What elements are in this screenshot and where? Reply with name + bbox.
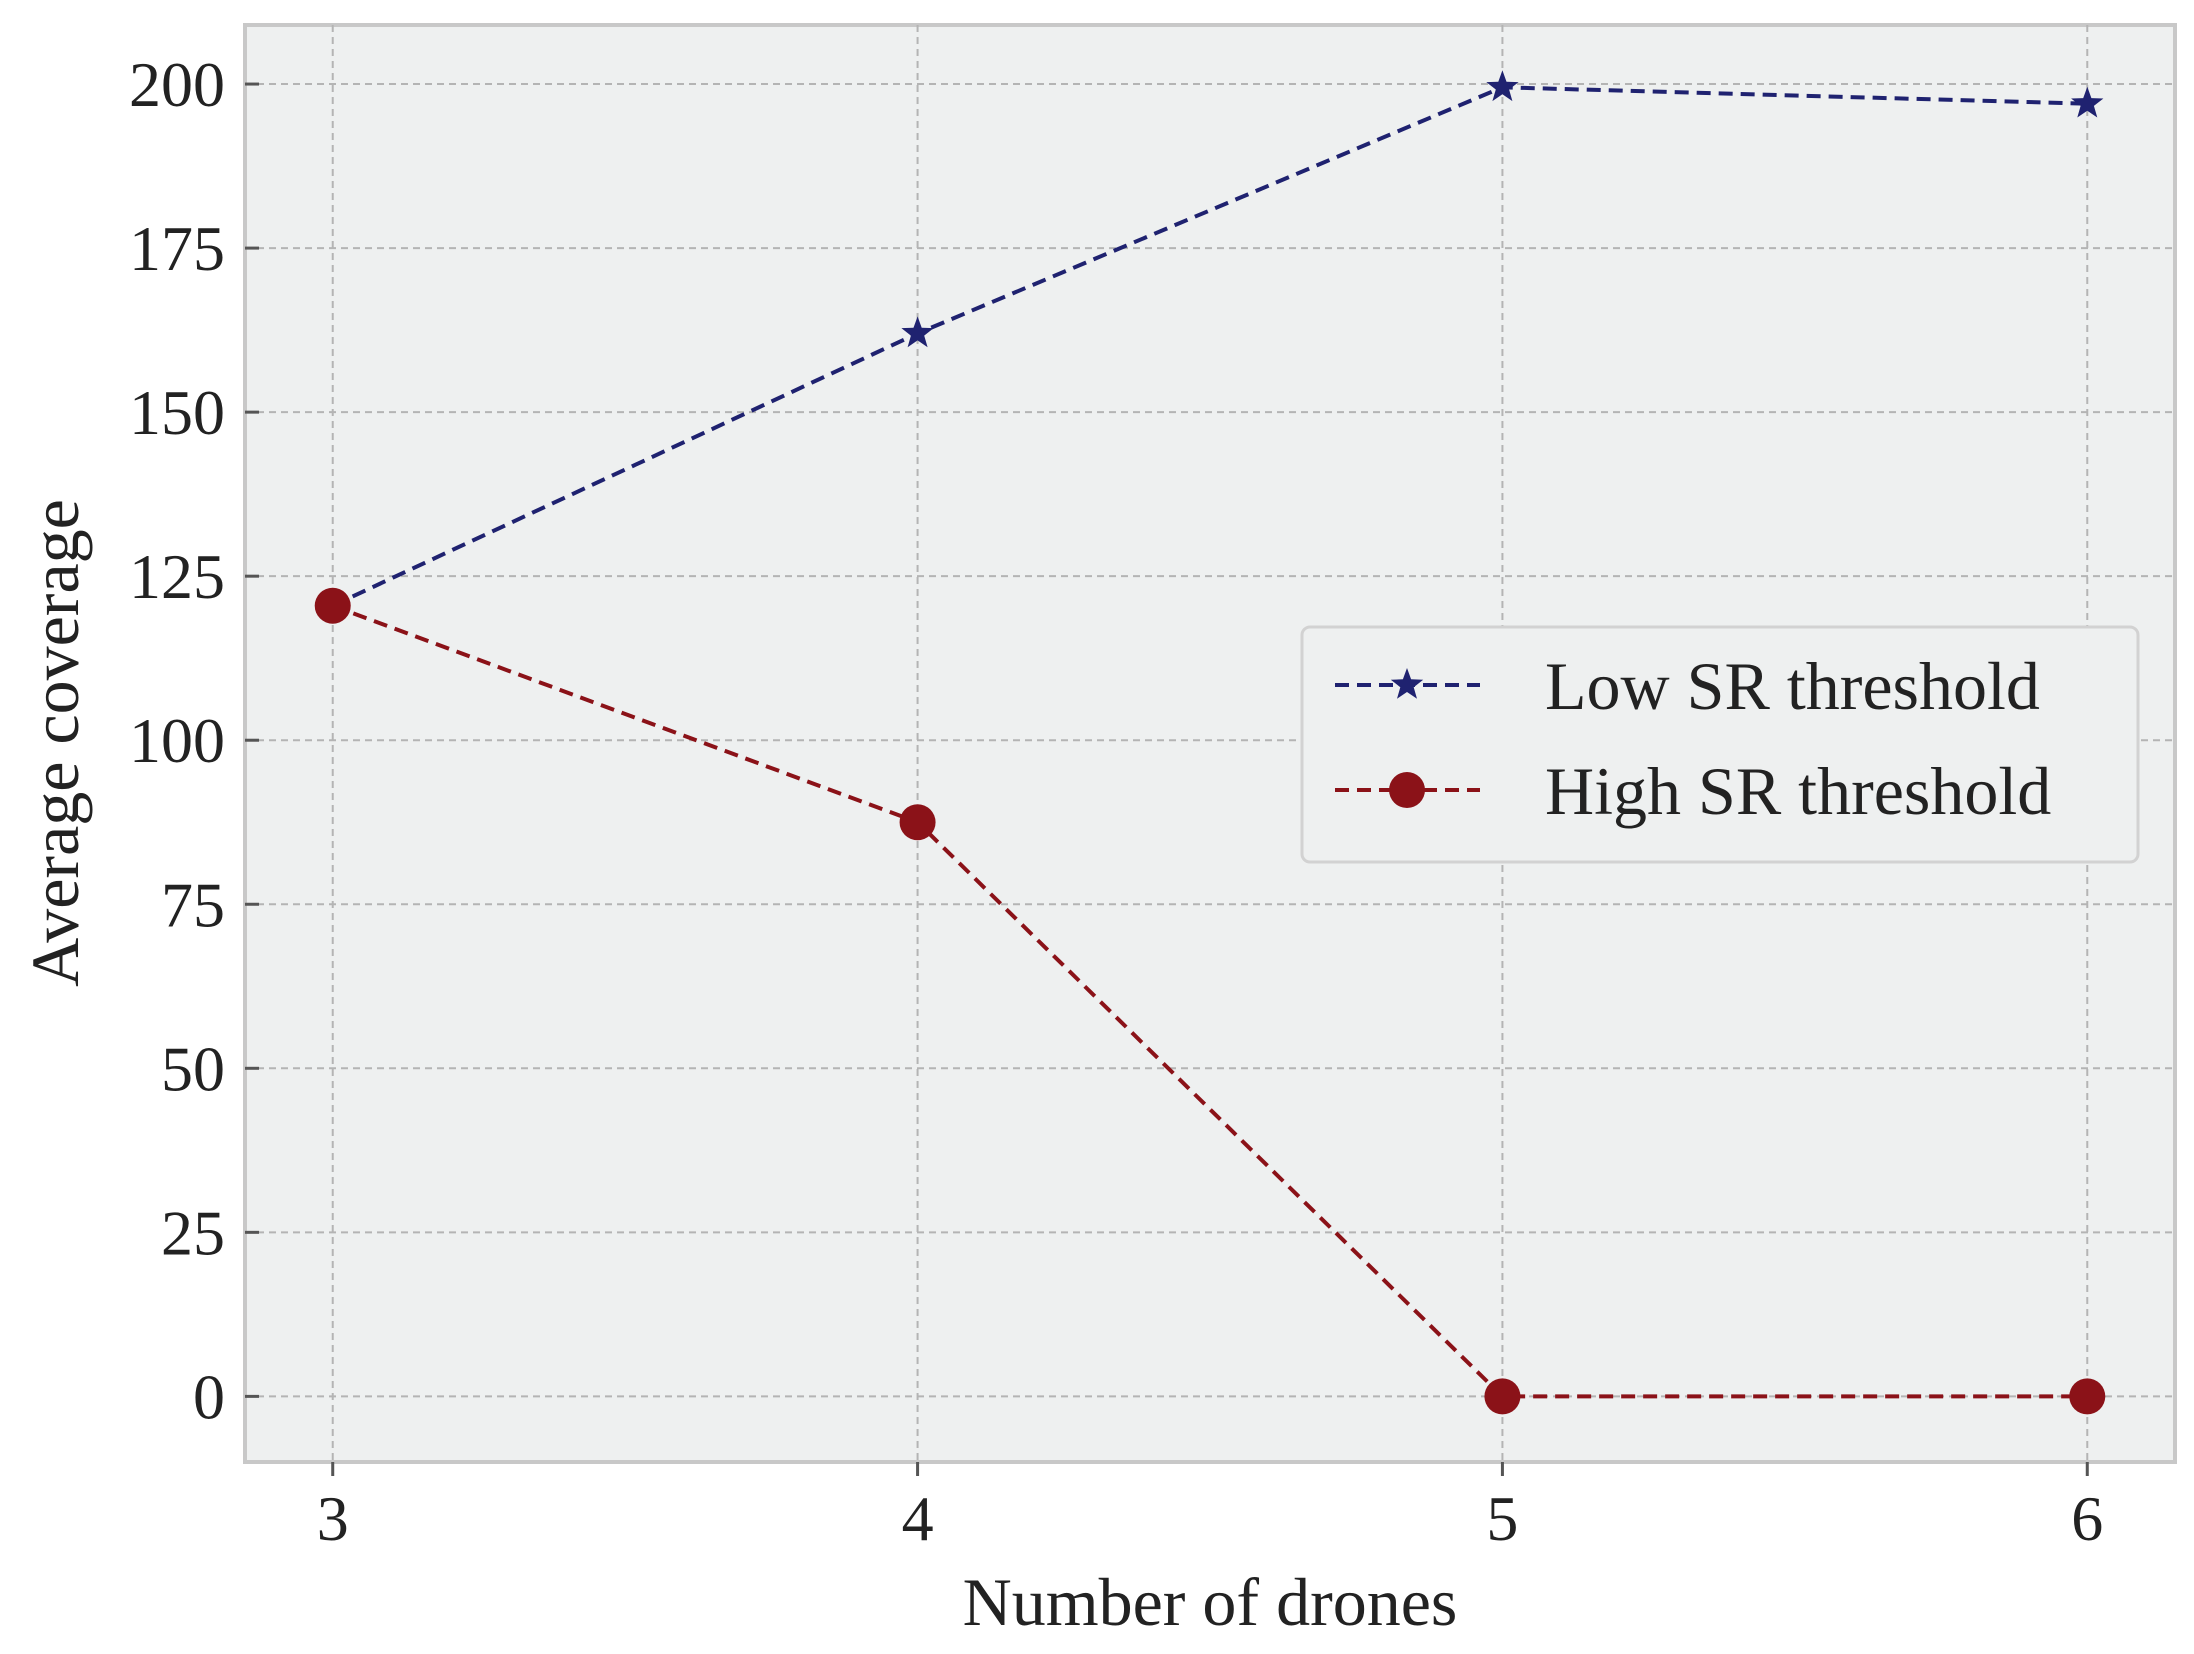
y-tick-label: 50 [161, 1033, 225, 1104]
legend-label-high: High SR threshold [1545, 753, 2051, 829]
x-tick-label: 5 [1486, 1483, 1518, 1554]
legend-box [1300, 625, 2140, 864]
y-tick-label: 150 [129, 377, 225, 448]
y-tick-label: 25 [161, 1197, 225, 1268]
data-point-circle [314, 587, 351, 624]
y-tick-label: 125 [129, 541, 225, 612]
data-point-star [1486, 70, 1519, 102]
data-point-circle [1484, 1378, 1521, 1415]
y-tick-label: 100 [129, 705, 225, 776]
y-tick-label: 0 [193, 1361, 225, 1432]
legend-marker-high [1389, 772, 1425, 808]
legend: Low SR threshold High SR threshold [1300, 625, 2140, 864]
x-tick-label: 4 [902, 1483, 934, 1554]
series-line-1 [332, 603, 2088, 1399]
y-axis-label: Average coverage [17, 499, 93, 987]
data-point-star [2071, 86, 2104, 118]
legend-label-low: Low SR threshold [1545, 648, 2040, 724]
x-tick-label: 6 [2071, 1483, 2103, 1554]
y-tick-label: 200 [129, 49, 225, 120]
series-line-0 [331, 85, 2088, 608]
data-point-circle [2069, 1378, 2106, 1415]
x-tick-label: 3 [317, 1483, 349, 1554]
x-axis: 3 4 5 6 [317, 1462, 2103, 1554]
y-tick-label: 175 [129, 213, 225, 284]
y-tick-label: 75 [161, 869, 225, 940]
data-point-star [901, 316, 934, 348]
legend-marker-low [1390, 668, 1424, 699]
grid [245, 25, 2175, 1462]
data-point-circle [899, 804, 936, 841]
x-axis-label: Number of drones [963, 1564, 1458, 1640]
series-layer [314, 70, 2106, 1415]
y-axis: 0 25 50 75 100 125 150 175 200 [129, 49, 259, 1432]
